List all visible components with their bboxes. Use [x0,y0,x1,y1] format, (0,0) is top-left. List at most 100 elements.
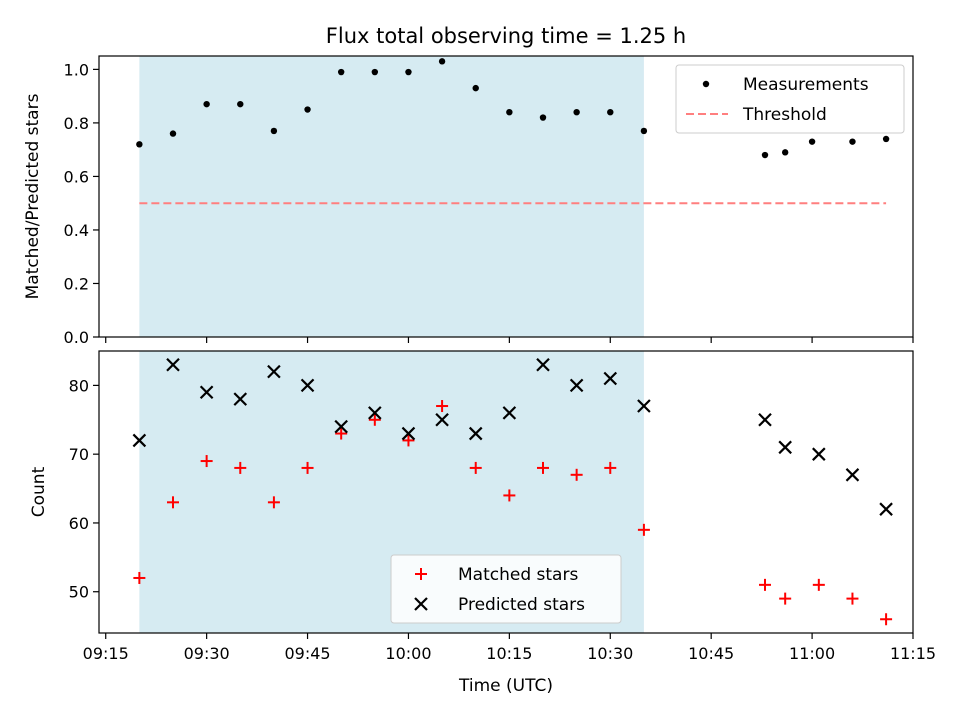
top-panel: 0.0 0.2 0.4 0.6 0.8 1.0 Matched/Predicted star… [23,55,914,347]
predicted-star-point [536,357,550,372]
matched-star-point [604,461,617,474]
y-tick-label: 1.0 [64,60,89,79]
predicted-star-point [637,399,651,413]
legend-label: Matched stars [458,565,578,585]
measurement-point [808,138,816,145]
predicted-star-point [812,447,826,461]
matched-star-point [335,427,348,440]
predicted-star-point [468,426,483,441]
matched-star-point [200,455,213,468]
y-tick-label: 80 [69,376,89,395]
y-tick-label: 60 [69,514,89,533]
measurement-point [405,68,412,76]
y-tick-label: 0.6 [64,167,89,186]
predicted-star-point [199,385,214,400]
legend-measurement-swatch [702,80,710,88]
predicted-star-point [603,371,618,386]
matched-star-point [167,496,179,509]
y-axis-label: Count [29,466,49,517]
predicted-star-point [879,502,893,516]
y-tick-label: 0.0 [64,328,89,347]
predicted-star-point [569,378,584,393]
y-tick-label: 0.4 [64,221,89,240]
x-tick-label: 11:15 [890,644,936,663]
bottom-panel: 50 60 70 80 09:15 09:30 09:45 10:00 10:15 10:30 10… [29,350,936,663]
predicted-star-point [132,433,147,448]
matched-star-point [637,523,650,536]
measurement-point [304,106,311,113]
predicted-star-point [368,406,382,420]
legend: Measurements Threshold [675,64,905,134]
predicted-star-point [758,413,772,427]
measurement-point [761,151,769,159]
matched-star-point [133,571,146,584]
axes-frame [98,350,914,634]
measurement-point [539,114,547,121]
predicted-star-point [502,406,517,420]
x-axis-label: Time (UTC) [458,676,553,696]
measurement-point [506,109,513,116]
measurement-point [203,100,210,108]
measurement-point [270,127,278,135]
x-tick-label: 09:45 [284,644,330,663]
matched-star-point [503,489,516,502]
legend: Matched stars Predicted stars [390,554,622,624]
y-tick-label: 70 [69,445,89,464]
x-tick-label: 09:15 [83,644,129,663]
y-axis-label: Matched/Predicted stars [23,93,43,299]
measurement-point [371,68,379,76]
matched-star-point [537,461,549,474]
measurement-point [136,141,143,148]
legend-label: Measurements [743,75,869,95]
measurement-point [573,109,580,116]
predicted-star-point [401,426,416,441]
measurement-point [882,135,890,143]
legend-box [675,64,905,134]
predicted-star-point [166,357,180,372]
x-tick-label: 11:00 [789,644,835,663]
x-tick-label: 10:45 [688,644,734,663]
measurement-point [472,84,479,92]
measurement-point [640,127,648,135]
measurement-point [337,68,345,76]
matched-star-point [402,434,415,447]
matched-star-point [436,400,449,413]
predicted-star-point [233,392,248,406]
y-tick-label: 0.8 [64,114,89,133]
x-tick-label: 10:00 [385,644,431,663]
measurement-point [781,149,789,156]
matched-star-point [812,578,825,591]
legend-matched-swatch [415,568,427,580]
legend-box [390,554,622,624]
y-tick-label: 0.2 [64,274,89,293]
measurement-point [169,130,177,137]
x-tick-label: 10:15 [486,644,532,663]
matched-star-point [570,468,583,481]
measurement-point [607,109,614,116]
observing-span-shade [139,56,644,337]
predicted-star-point [267,364,281,379]
measurement-point [438,58,446,65]
matched-star-point [759,578,771,591]
axes-frame [98,55,914,338]
matched-star-point [267,496,280,509]
legend-label: Predicted stars [458,595,585,615]
matched-star-point [846,592,859,605]
legend-predicted-swatch [414,597,428,611]
predicted-star-point [845,468,860,482]
predicted-star-point [300,378,315,393]
predicted-star-point [435,413,449,427]
matched-star-point [368,413,381,426]
x-tick-label: 09:30 [184,644,230,663]
matched-star-point [880,613,893,626]
measurement-point [237,100,244,108]
x-tick-label: 10:30 [587,644,633,663]
matched-star-point [301,461,314,474]
matched-star-point [779,592,792,605]
figure-title: Flux total observing time = 1.25 h [326,24,686,48]
predicted-star-point [778,440,792,455]
measurement-point [849,138,856,145]
matched-star-point [234,461,247,474]
y-tick-label: 50 [69,583,89,602]
